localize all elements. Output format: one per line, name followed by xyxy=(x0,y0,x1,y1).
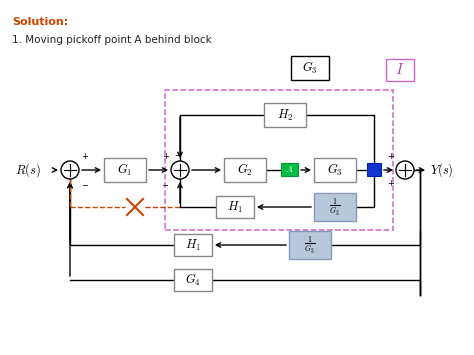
Text: $\frac{1}{G_3}$: $\frac{1}{G_3}$ xyxy=(304,234,316,256)
Text: $-$: $-$ xyxy=(161,179,169,188)
Circle shape xyxy=(171,161,189,179)
Bar xyxy=(216,196,254,218)
Text: $H_1$: $H_1$ xyxy=(185,237,201,252)
Bar xyxy=(281,163,298,176)
Text: $H_2$: $H_2$ xyxy=(277,108,293,122)
Circle shape xyxy=(61,161,79,179)
Text: $I$: $I$ xyxy=(395,62,405,77)
Bar xyxy=(289,231,331,259)
Bar xyxy=(386,59,414,81)
Bar xyxy=(291,56,329,80)
Bar xyxy=(165,90,393,230)
Text: $H_1$: $H_1$ xyxy=(227,200,243,214)
Text: $\frac{1}{G_3}$: $\frac{1}{G_3}$ xyxy=(329,196,341,218)
Bar xyxy=(367,163,381,176)
Circle shape xyxy=(396,161,414,179)
Bar xyxy=(264,103,306,127)
Bar xyxy=(174,234,212,256)
Text: +: + xyxy=(387,179,394,188)
Bar xyxy=(174,269,212,291)
Text: $G_4$: $G_4$ xyxy=(185,272,201,288)
Text: +: + xyxy=(81,152,88,161)
Text: $R(s)$: $R(s)$ xyxy=(15,161,41,179)
Bar xyxy=(314,158,356,182)
Text: +: + xyxy=(162,152,169,161)
Text: $A$: $A$ xyxy=(285,164,293,175)
Bar xyxy=(314,193,356,221)
Text: 1. Moving pickoff point A behind block: 1. Moving pickoff point A behind block xyxy=(12,35,212,45)
Text: $-$: $-$ xyxy=(81,179,89,188)
Text: $G_2$: $G_2$ xyxy=(237,162,253,178)
Text: Solution:: Solution: xyxy=(12,17,68,27)
Text: $Y(s)$: $Y(s)$ xyxy=(430,161,454,179)
Text: $G_3$: $G_3$ xyxy=(302,60,318,76)
Text: $G_1$: $G_1$ xyxy=(117,162,133,178)
Text: $G_3$: $G_3$ xyxy=(327,162,343,178)
Text: +: + xyxy=(387,152,394,161)
Bar xyxy=(104,158,146,182)
Text: $-$: $-$ xyxy=(174,149,182,158)
Bar xyxy=(224,158,266,182)
